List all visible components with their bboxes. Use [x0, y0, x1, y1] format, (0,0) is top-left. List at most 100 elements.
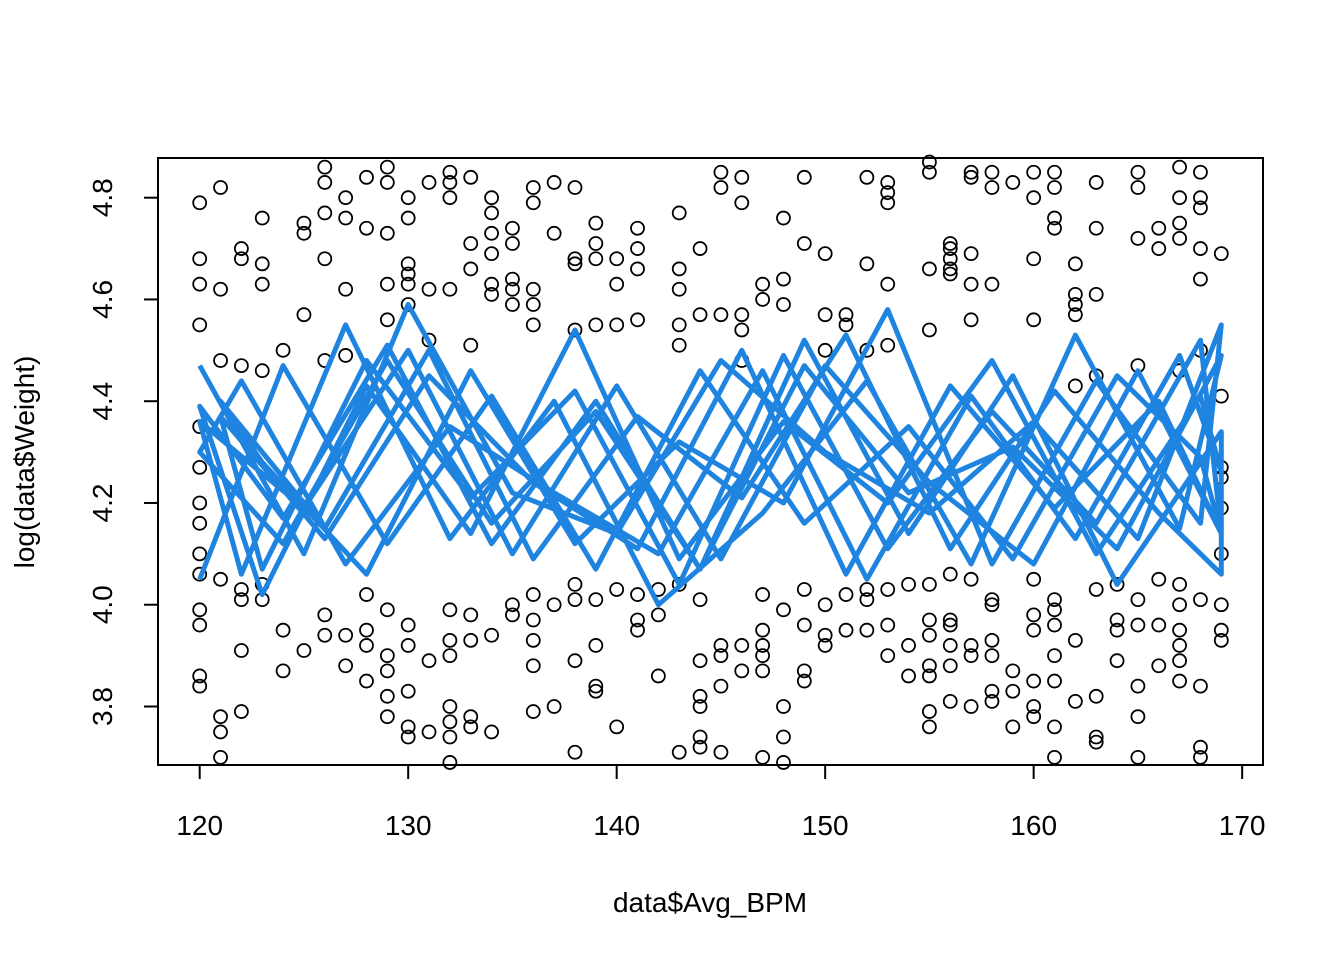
data-point	[1193, 592, 1208, 608]
data-point	[630, 612, 645, 628]
data-point	[359, 638, 374, 653]
data-point	[359, 673, 374, 689]
data-point	[922, 627, 937, 643]
data-point	[984, 276, 1000, 292]
data-point	[942, 266, 958, 282]
data-point	[233, 358, 249, 373]
data-point	[901, 668, 916, 684]
data-point	[400, 256, 416, 272]
data-point	[1172, 576, 1188, 592]
data-point	[400, 210, 416, 226]
data-point	[1109, 576, 1125, 592]
data-point	[901, 576, 916, 592]
data-point	[1047, 749, 1062, 765]
x-tick-label: 170	[1219, 810, 1266, 841]
data-point	[317, 159, 333, 175]
data-point	[505, 236, 520, 251]
data-point	[192, 546, 208, 562]
data-point	[1047, 210, 1062, 226]
data-point	[776, 729, 791, 745]
data-point	[859, 169, 875, 185]
data-point	[213, 724, 228, 740]
data-point	[421, 281, 437, 297]
data-point	[588, 678, 604, 694]
data-point	[1130, 749, 1146, 765]
data-point	[1193, 678, 1208, 694]
data-point	[713, 744, 729, 760]
data-point	[713, 164, 729, 180]
data-point	[817, 342, 833, 358]
data-point	[567, 744, 583, 760]
data-point	[880, 175, 896, 190]
data-point	[338, 627, 354, 643]
data-point	[546, 175, 562, 190]
data-point	[484, 205, 499, 221]
data-point	[984, 597, 1000, 613]
data-point	[525, 317, 541, 333]
data-point	[776, 271, 791, 287]
data-point	[692, 699, 708, 714]
data-point	[588, 317, 604, 333]
data-point	[1088, 286, 1104, 302]
data-point	[1172, 622, 1188, 638]
data-point	[484, 190, 499, 206]
data-point	[379, 648, 395, 664]
data-point	[963, 246, 979, 262]
data-point	[609, 719, 625, 735]
data-point	[671, 205, 687, 221]
data-point	[650, 668, 666, 684]
data-point	[1213, 622, 1229, 638]
data-point	[233, 643, 249, 658]
data-point	[400, 190, 416, 206]
data-point	[1109, 653, 1125, 669]
data-point	[1109, 622, 1125, 638]
data-point	[1047, 164, 1062, 180]
data-point	[192, 276, 208, 292]
data-point	[1005, 663, 1021, 679]
data-point	[505, 297, 520, 312]
data-point	[338, 348, 354, 363]
data-point	[359, 587, 374, 602]
data-point	[192, 317, 208, 333]
data-point	[379, 602, 395, 618]
data-point	[400, 266, 416, 282]
data-point	[1088, 175, 1104, 190]
data-point	[734, 322, 750, 338]
data-point	[984, 683, 1000, 699]
data-point	[484, 225, 499, 241]
data-point	[213, 571, 228, 587]
data-point	[734, 169, 750, 185]
data-point	[630, 622, 645, 638]
data-point	[525, 587, 541, 602]
data-point	[233, 241, 249, 256]
data-point	[1213, 632, 1229, 648]
data-point	[713, 678, 729, 694]
y-tick-label: 4.2	[87, 484, 118, 523]
data-point	[505, 607, 520, 623]
data-point	[379, 312, 395, 328]
data-point	[588, 683, 604, 699]
data-point	[442, 632, 458, 648]
data-point	[1130, 592, 1146, 608]
data-point	[317, 607, 333, 623]
data-point	[942, 251, 958, 267]
data-point	[1088, 688, 1104, 704]
x-axis-label: data$Avg_BPM	[613, 887, 807, 918]
data-point	[400, 719, 416, 735]
data-point	[1067, 378, 1083, 394]
data-point	[442, 648, 458, 664]
data-point	[421, 653, 437, 669]
data-point	[942, 658, 958, 674]
data-point	[1130, 180, 1146, 195]
data-point	[254, 363, 270, 379]
data-point	[796, 663, 812, 679]
data-point	[379, 709, 395, 725]
data-point	[734, 663, 750, 679]
data-point	[192, 195, 208, 211]
data-point	[630, 220, 645, 236]
y-tick-label: 4.6	[87, 280, 118, 319]
data-point	[567, 576, 583, 592]
data-point	[1172, 638, 1188, 653]
data-point	[859, 622, 875, 638]
data-point	[442, 281, 458, 297]
